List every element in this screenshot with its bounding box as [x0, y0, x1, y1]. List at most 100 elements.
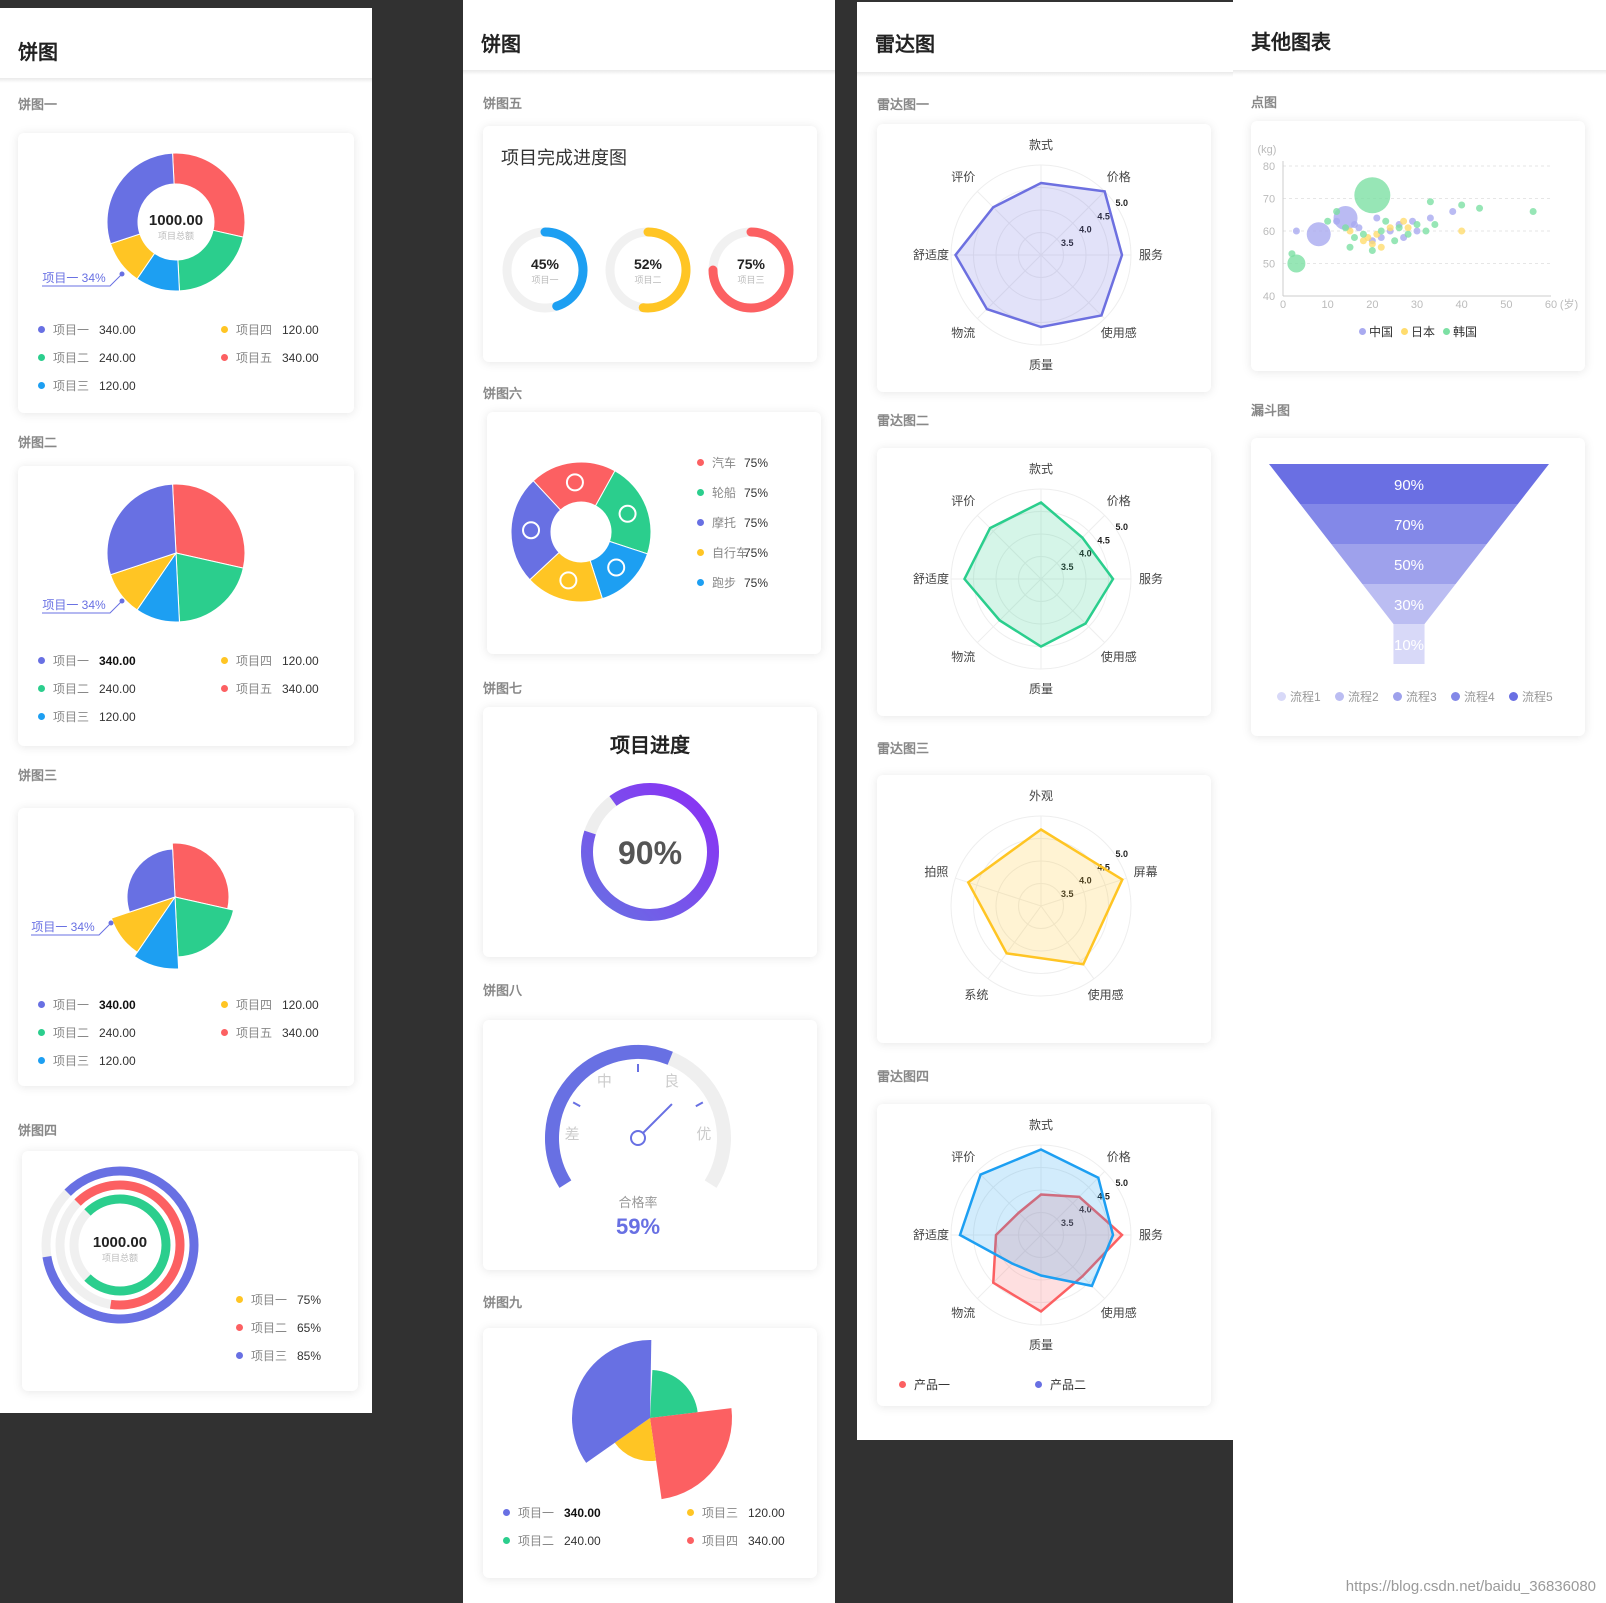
ring-percent: 45%: [531, 256, 560, 272]
legend-dot: [221, 326, 228, 333]
gauge-caption: 合格率: [618, 1195, 657, 1210]
legend-item[interactable]: 项目四 120.00: [221, 996, 319, 1013]
panel-other: 其他图表 点图 (kg) 80 70 60 50 40 0 10 20 30 40 50 60 (岁) 中…: [1233, 0, 1606, 1603]
header-divider: [0, 78, 372, 83]
legend-dot: [687, 1537, 694, 1544]
section-title: 雷达图一: [877, 97, 930, 112]
legend-item[interactable]: 项目二 240.00: [503, 1532, 601, 1549]
legend-item[interactable]: 项目五 340.00: [221, 349, 319, 366]
scatter-point-韩国: [1333, 208, 1341, 215]
legend-name: 跑步: [712, 576, 737, 590]
legend-item[interactable]: 项目四 120.00: [221, 652, 319, 669]
scatter-card: (kg) 80 70 60 50 40 0 10 20 30 40 50 60 (岁) 中国 日本 韩国: [1251, 121, 1585, 371]
radar-tick-label: 4.5: [1097, 211, 1110, 221]
section-title: 漏斗图: [1251, 403, 1291, 418]
legend-value: 120.00: [99, 378, 136, 393]
x-tick-label: 20: [1366, 299, 1378, 311]
scatter-point-日本: [1377, 243, 1385, 251]
legend-item[interactable]: 跑步 75%: [697, 574, 768, 591]
legend-item[interactable]: 项目一 340.00: [38, 652, 136, 669]
radar-axis-line: [1040, 578, 1105, 643]
legend-value: 120.00: [748, 1505, 785, 1520]
ring-arc: [638, 227, 691, 313]
legend-item[interactable]: 流程2: [1335, 688, 1379, 705]
legend-item[interactable]: 日本: [1401, 323, 1435, 340]
radar-tick-label: 4.5: [1097, 535, 1110, 545]
radar-tick-label: 3.5: [1061, 238, 1074, 248]
pie-slice-项目二: [174, 896, 235, 958]
legend-item[interactable]: 项目二 240.00: [38, 349, 136, 366]
pie-card-4: 1000.00 项目总额 项目一 75% 项目二 65% 项目三 85%: [22, 1151, 358, 1391]
legend-item[interactable]: 项目一 340.00: [38, 996, 136, 1013]
legend-item[interactable]: 摩托 75%: [697, 514, 768, 531]
panel-radar: 雷达图 雷达图一 款式 价格 服务 使用感 质量 物流 舒适度 评价 3.5 4.0 4.5 5.0 …: [857, 0, 1233, 1440]
legend-item[interactable]: 项目三 120.00: [38, 1052, 136, 1069]
legend-item[interactable]: 流程3: [1393, 688, 1437, 705]
legend-dot: [236, 1324, 243, 1331]
legend-item[interactable]: 轮船 75%: [697, 484, 768, 501]
legend-item[interactable]: 流程1: [1277, 688, 1321, 705]
legend-value: 340.00: [564, 1505, 601, 1520]
legend-item[interactable]: 产品一: [899, 1376, 950, 1393]
callout-dot: [119, 598, 125, 604]
legend-item[interactable]: 项目一 340.00: [503, 1504, 601, 1521]
legend-item[interactable]: 项目五 340.00: [221, 1024, 319, 1041]
radar-axis-line: [1040, 515, 1105, 580]
scatter-point-韩国: [1404, 230, 1412, 238]
legend-name: 轮船: [712, 486, 737, 500]
legend-name: 项目五: [236, 1026, 273, 1040]
legend-value: 340.00: [282, 681, 319, 696]
legend-item[interactable]: 韩国: [1443, 323, 1477, 340]
legend-name: 摩托: [712, 516, 737, 530]
radar-axis-label: 舒适度: [913, 571, 949, 586]
legend-value: 85%: [297, 1348, 322, 1363]
legend-item[interactable]: 项目四 340.00: [687, 1532, 785, 1549]
legend-item[interactable]: 项目一 75%: [236, 1291, 321, 1308]
radar-axis-line: [1040, 1234, 1105, 1299]
legend-item[interactable]: 项目二 65%: [236, 1319, 321, 1336]
gauge-value: 90%: [618, 835, 682, 871]
legend-item[interactable]: 项目三 120.00: [687, 1504, 785, 1521]
radar-axis-line: [977, 1234, 1042, 1299]
legend-value: 340.00: [282, 1025, 319, 1040]
legend-name: 项目三: [53, 379, 90, 393]
legend-dot: [38, 382, 45, 389]
legend-item[interactable]: 项目四 120.00: [221, 321, 319, 338]
legend-item[interactable]: 项目一 340.00: [38, 321, 136, 338]
legend-dot: [1393, 692, 1402, 701]
donut-hole: [138, 184, 214, 260]
pie-chart: 项目一 34%: [42, 483, 246, 623]
radar-axis-label: 屏幕: [1134, 865, 1158, 879]
legend-dot: [236, 1352, 243, 1359]
watermark: https://blog.csdn.net/baidu_36836080: [1345, 1578, 1596, 1595]
pie-card-6: 汽车 75% 轮船 75% 摩托 75% 自行车 75% 跑步 75%: [487, 412, 821, 654]
legend-item[interactable]: 项目五 340.00: [221, 680, 319, 697]
legend-item[interactable]: 流程5: [1509, 688, 1553, 705]
gauge-grade-label: 优: [696, 1126, 711, 1143]
legend-item[interactable]: 项目三 120.00: [38, 708, 136, 725]
legend-dot: [221, 1001, 228, 1008]
legend-item[interactable]: 项目三 120.00: [38, 377, 136, 394]
legend-item[interactable]: 汽车 75%: [697, 454, 768, 471]
legend-item[interactable]: 中国: [1359, 323, 1393, 340]
radar-axis-line: [977, 515, 1042, 580]
legend-dot: [221, 354, 228, 361]
legend-value: 120.00: [282, 653, 319, 668]
legend-item[interactable]: 项目二 240.00: [38, 1024, 136, 1041]
section-title: 饼图三: [18, 768, 58, 783]
radar-card-3: 外观 屏幕 使用感 系统 拍照 3.5 4.0 4.5 5.0: [877, 775, 1211, 1043]
legend-item[interactable]: 产品二: [1035, 1376, 1086, 1393]
section-title: 雷达图四: [877, 1069, 930, 1084]
legend-name: 项目三: [53, 710, 90, 724]
center-value: 1000.00: [149, 212, 203, 229]
legend-item[interactable]: 流程4: [1451, 688, 1495, 705]
ring-arc: [74, 1180, 185, 1310]
legend-name: 项目三: [251, 1349, 288, 1363]
legend-item[interactable]: 项目二 240.00: [38, 680, 136, 697]
section-title: 雷达图三: [877, 741, 930, 756]
legend-item[interactable]: 自行车 75%: [697, 544, 768, 561]
legend-item[interactable]: 项目三 85%: [236, 1347, 321, 1364]
ring-arc: [540, 227, 588, 311]
